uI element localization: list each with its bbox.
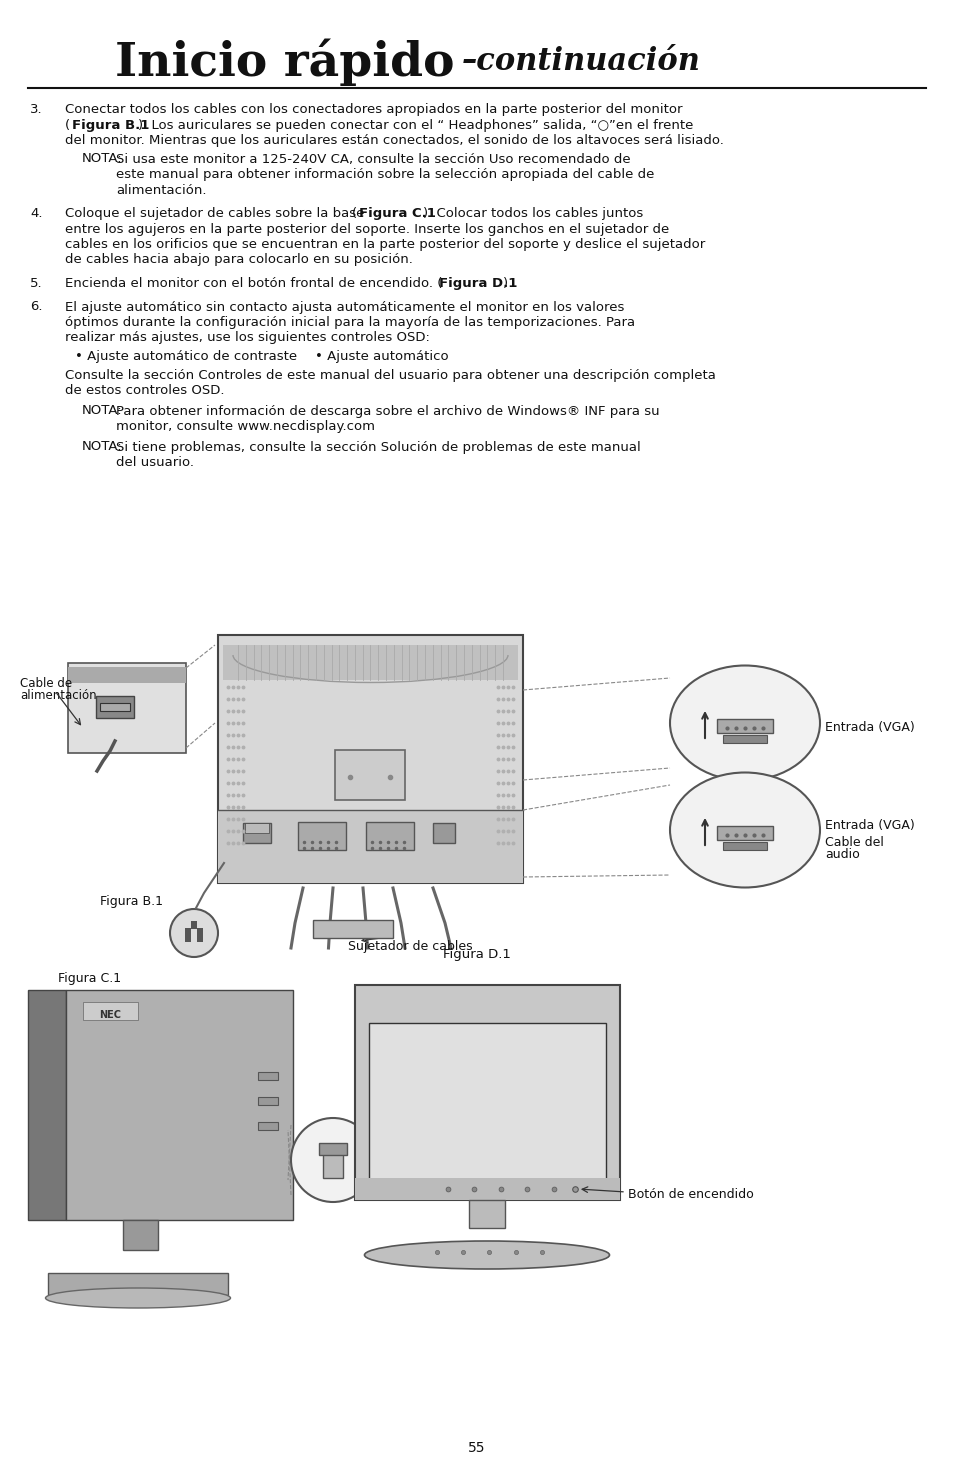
Bar (469, 1201, 504, 1229)
Text: óptimos durante la configuración inicial para la mayoría de las temporizaciones.: óptimos durante la configuración inicial… (65, 316, 635, 329)
Bar (196, 928, 203, 943)
Text: 3.: 3. (30, 103, 43, 117)
Bar (100, 704, 130, 711)
Text: de estos controles OSD.: de estos controles OSD. (65, 384, 224, 397)
Bar (83, 1002, 138, 1021)
Text: Si tiene problemas, consulte la sección Solución de problemas de este manual: Si tiene problemas, consulte la sección … (116, 441, 640, 453)
Bar (185, 928, 191, 943)
Ellipse shape (669, 773, 820, 888)
Text: El ajuste automático sin contacto ajusta automáticamente el monitor en los valor: El ajuste automático sin contacto ajusta… (65, 301, 623, 314)
Text: cables en los orificios que se encuentran en la parte posterior del soporte y de: cables en los orificios que se encuentra… (65, 237, 704, 251)
Text: –continuación: –continuación (461, 47, 700, 78)
Text: Figura B.1: Figura B.1 (71, 118, 150, 131)
Text: 4.: 4. (30, 207, 43, 220)
Text: Figura D.1: Figura D.1 (438, 277, 517, 291)
Text: ). Los auriculares se pueden conectar con el “ Headphones” salida, “○”en el fren: ). Los auriculares se pueden conectar co… (138, 118, 693, 131)
Bar (297, 822, 346, 850)
Text: 55: 55 (468, 1441, 485, 1454)
Text: Para obtener información de descarga sobre el archivo de Windows® INF para su: Para obtener información de descarga sob… (116, 404, 659, 417)
Bar (245, 823, 269, 833)
Text: NOTA:: NOTA: (82, 404, 123, 417)
Text: Conectar todos los cables con los conectadores apropiados en la parte posterior : Conectar todos los cables con los conect… (65, 103, 681, 117)
Bar (68, 662, 186, 754)
Text: Coloque el sujetador de cables sobre la base: Coloque el sujetador de cables sobre la … (65, 207, 368, 220)
Bar (366, 822, 414, 850)
Text: Consulte la sección Controles de este manual del usuario para obtener una descri: Consulte la sección Controles de este ma… (65, 369, 715, 382)
Bar (66, 990, 293, 1220)
Bar (313, 920, 393, 938)
Bar (722, 842, 766, 850)
Bar (323, 1148, 343, 1179)
Text: realizar más ajustes, use los siguientes controles OSD:: realizar más ajustes, use los siguientes… (65, 332, 430, 345)
Bar (68, 667, 186, 683)
Text: Figura C.1: Figura C.1 (358, 207, 436, 220)
Text: Inicio rápido: Inicio rápido (115, 38, 455, 86)
Text: alimentación: alimentación (20, 689, 96, 702)
Bar (335, 749, 405, 799)
Text: Cable de: Cable de (20, 677, 72, 690)
Ellipse shape (46, 1288, 231, 1308)
Bar (257, 1122, 277, 1130)
Bar (717, 718, 772, 733)
Bar (48, 1273, 228, 1295)
Text: Botón de encendido: Botón de encendido (627, 1187, 753, 1201)
Bar (218, 810, 522, 884)
Text: (: ( (352, 207, 356, 220)
Bar (191, 920, 196, 929)
Bar (28, 990, 66, 1220)
Bar (722, 735, 766, 743)
Text: (: ( (65, 118, 71, 131)
Bar (243, 823, 271, 844)
Bar (433, 823, 455, 844)
Text: Entrada (VGA): Entrada (VGA) (824, 819, 914, 832)
Text: Figura C.1: Figura C.1 (58, 972, 121, 985)
Text: 6.: 6. (30, 301, 43, 314)
Bar (257, 1072, 277, 1080)
Text: • Ajuste automático de contraste: • Ajuste automático de contraste (75, 350, 296, 363)
Text: Figura B.1: Figura B.1 (100, 895, 163, 909)
Bar (355, 985, 619, 1201)
Text: 5.: 5. (30, 277, 43, 291)
Bar (717, 826, 772, 839)
Text: audio: audio (824, 848, 859, 861)
Text: ). Colocar todos los cables juntos: ). Colocar todos los cables juntos (422, 207, 642, 220)
Text: de cables hacia abajo para colocarlo en su posición.: de cables hacia abajo para colocarlo en … (65, 254, 413, 267)
Text: alimentación.: alimentación. (116, 183, 206, 196)
Bar (223, 645, 517, 680)
Text: del monitor. Mientras que los auriculares están conectados, el sonido de los alt: del monitor. Mientras que los auriculare… (65, 134, 723, 148)
Text: Sujetador de cables: Sujetador de cables (347, 940, 472, 953)
Circle shape (291, 1118, 375, 1202)
Text: NOTA:: NOTA: (82, 152, 123, 165)
Text: • Ajuste automático: • Ajuste automático (314, 350, 448, 363)
Bar (318, 1143, 347, 1155)
Text: Encienda el monitor con el botón frontal de encendido. (: Encienda el monitor con el botón frontal… (65, 277, 442, 291)
Circle shape (170, 909, 218, 957)
Text: entre los agujeros en la parte posterior del soporte. Inserte los ganchos en el : entre los agujeros en la parte posterior… (65, 223, 669, 236)
Text: Si usa este monitor a 125-240V CA, consulte la sección Uso recomendado de: Si usa este monitor a 125-240V CA, consu… (116, 152, 630, 165)
Bar (355, 1179, 619, 1201)
Text: Cable del: Cable del (824, 835, 882, 848)
Bar (96, 696, 133, 718)
Text: del usuario.: del usuario. (116, 456, 193, 469)
Text: monitor, consulte www.necdisplay.com: monitor, consulte www.necdisplay.com (116, 420, 375, 434)
Text: este manual para obtener información sobre la selección apropiada del cable de: este manual para obtener información sob… (116, 168, 654, 181)
Text: Figura D.1: Figura D.1 (442, 948, 511, 962)
Bar (369, 1024, 605, 1186)
Text: NOTA:: NOTA: (82, 441, 123, 453)
Ellipse shape (364, 1240, 609, 1268)
Bar (257, 1097, 277, 1105)
Text: ): ) (502, 277, 508, 291)
Bar (123, 1220, 158, 1249)
Text: NEC: NEC (99, 1010, 121, 1021)
Bar (218, 636, 522, 884)
Text: Entrada (VGA): Entrada (VGA) (824, 721, 914, 735)
Ellipse shape (669, 665, 820, 780)
